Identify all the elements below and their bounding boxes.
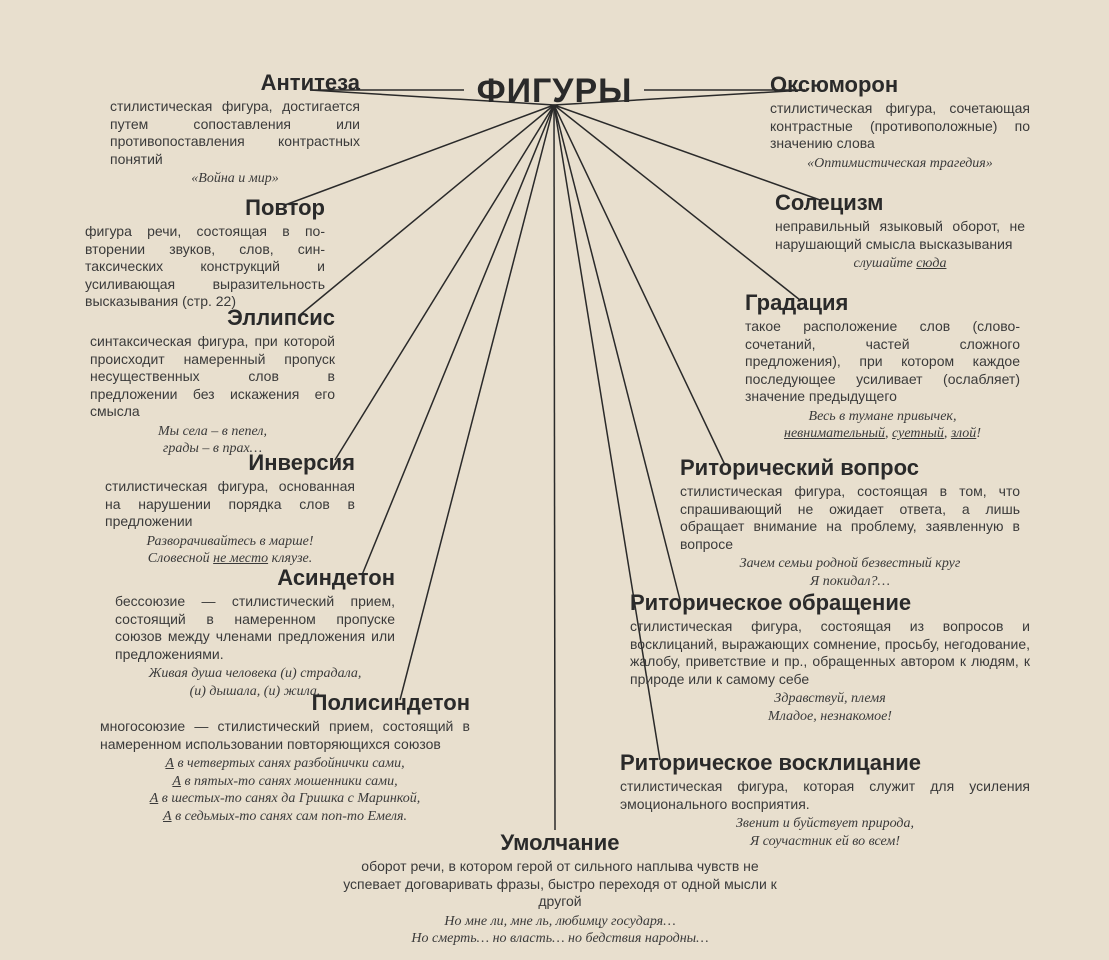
term-povtor: Повтор	[85, 195, 325, 221]
entry-rit-obr: Риторическое обращениестилистическая фиг…	[630, 590, 1030, 725]
definition: такое расположение слов (слово­сочетаний…	[745, 318, 1020, 406]
definition: стилистическая фигура, состоящая в том, …	[680, 483, 1020, 553]
definition: неправильный языковый обо­рот, не наруша…	[775, 218, 1025, 253]
term-inversiya: Инверсия	[105, 450, 355, 476]
term-ellipsis: Эллипсис	[90, 305, 335, 331]
definition: стилистическая фигура, осно­ванная на на…	[105, 478, 355, 531]
diagram-page: ФИГУРЫ Антитезастилистическая фигура, до…	[0, 0, 1109, 960]
entry-ellipsis: Эллипсиссинтаксическая фигура, при котор…	[90, 305, 335, 458]
definition: синтаксическая фигура, при которой проис…	[90, 333, 335, 421]
diagram-title: ФИГУРЫ	[477, 72, 633, 111]
entry-rit-vopros: Риторический вопросстилистическая фигура…	[680, 455, 1020, 590]
entry-gradaciya: Градациятакое расположение слов (слово­с…	[745, 290, 1020, 443]
entry-inversiya: Инверсиястилистическая фигура, осно­ванн…	[105, 450, 355, 568]
term-rit-obr: Риторическое обращение	[630, 590, 1030, 616]
entry-polisindeton: Полисиндетонмногосоюзие — стилистический…	[100, 690, 470, 825]
definition: стилистическая фигура, состоящая из вопр…	[630, 618, 1030, 688]
example: Но мне ли, мне ль, любимцу государя…Но с…	[340, 913, 780, 948]
example: А в четвертых санях разбойнички сами,А в…	[100, 755, 470, 825]
entry-solecizm: Солецизмнеправильный языковый обо­рот, н…	[775, 190, 1025, 273]
term-solecizm: Солецизм	[775, 190, 1025, 216]
entry-povtor: Повторфигура речи, состоящая в по­вторен…	[85, 195, 325, 311]
definition: многосоюзие — стилистический прием, сост…	[100, 718, 470, 753]
example: Зачем семьи родной безвестный кругЯ поки…	[680, 555, 1020, 590]
entry-asindeton: Асиндетонбессоюзие — стилистический прие…	[115, 565, 395, 700]
example: слушайте сюда	[775, 255, 1025, 273]
term-umolchanie: Умолчание	[340, 830, 780, 856]
example: Здравствуй, племяМладое, незнакомое!	[630, 690, 1030, 725]
term-rit-voskl: Риторическое восклицание	[620, 750, 1030, 776]
definition: оборот речи, в котором герой от сильного…	[340, 858, 780, 911]
term-rit-vopros: Риторический вопрос	[680, 455, 1020, 481]
example: «Оптимистическая трагедия»	[770, 155, 1030, 173]
entry-antiteza: Антитезастилистическая фигура, дости­гае…	[110, 70, 360, 188]
example: Разворачивайтесь в марше!Словесной не ме…	[105, 533, 355, 568]
entry-umolchanie: Умолчаниеоборот речи, в котором герой от…	[340, 830, 780, 948]
example: «Война и мир»	[110, 170, 360, 188]
term-antiteza: Антитеза	[110, 70, 360, 96]
term-polisindeton: Полисиндетон	[100, 690, 470, 716]
definition: стилистическая фигура, которая служит дл…	[620, 778, 1030, 813]
term-gradaciya: Градация	[745, 290, 1020, 316]
term-asindeton: Асиндетон	[115, 565, 395, 591]
definition: бессоюзие — стилистический прием, состоя…	[115, 593, 395, 663]
definition: стилистическая фигура, дости­гается путе…	[110, 98, 360, 168]
term-oksyumoron: Оксюморон	[770, 72, 1030, 98]
definition: фигура речи, состоящая в по­вторении зву…	[85, 223, 325, 311]
entry-oksyumoron: Оксюморонстилистическая фигура, сочета­ю…	[770, 72, 1030, 172]
definition: стилистическая фигура, сочета­ющая контр…	[770, 100, 1030, 153]
example: Весь в тумане привычек,невнимательный, с…	[745, 408, 1020, 443]
